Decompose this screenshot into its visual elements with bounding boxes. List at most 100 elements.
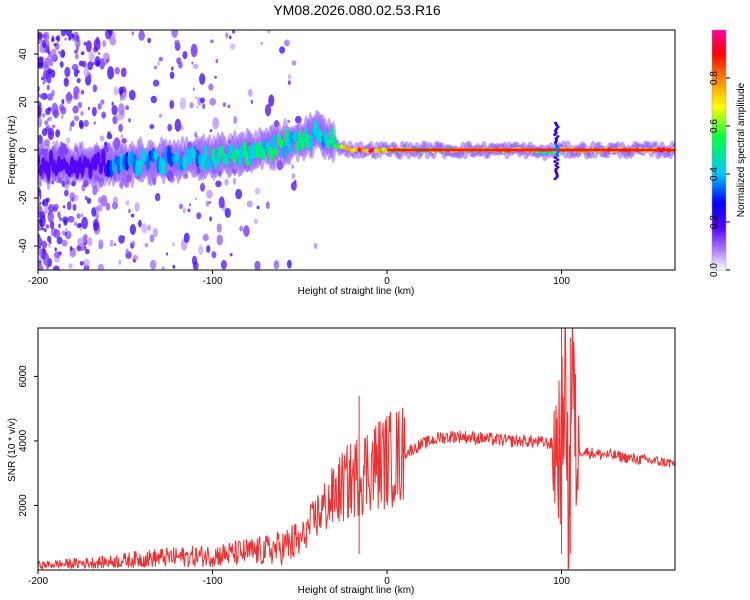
spectrogram-speckle	[42, 81, 45, 85]
spectrogram-y-tick-label: 0	[18, 147, 29, 153]
spectrogram-speckle	[169, 99, 175, 109]
spectrogram-speckle	[93, 121, 96, 125]
spectrogram-speckle	[228, 35, 232, 40]
spectrogram-speckle	[84, 195, 88, 201]
spectrogram-speckle	[254, 187, 261, 195]
spectrogram-speckle	[134, 202, 140, 212]
spectrogram-speckle	[58, 50, 61, 54]
spectrogram-speckle	[176, 57, 182, 65]
spectrogram-speckle	[87, 61, 93, 71]
spectrogram-speckle	[38, 262, 43, 270]
spectrogram-speckle	[196, 212, 202, 220]
spectrogram-speckle	[264, 104, 272, 117]
spectrogram-speckle	[128, 118, 131, 123]
spectrogram-speckle	[220, 259, 227, 270]
spectrogram-speckle	[68, 263, 73, 269]
spectrogram-cell	[271, 134, 276, 149]
spectrogram-speckle	[59, 61, 64, 68]
spectrogram-speckle	[81, 213, 84, 218]
spectrogram-cell	[187, 155, 193, 166]
spectrogram-speckle	[96, 204, 103, 212]
spectrogram-speckle	[81, 216, 88, 230]
spectrogram-speckle	[206, 189, 213, 199]
spectrogram-speckle	[125, 248, 129, 255]
spectrogram-speckle	[265, 201, 270, 210]
spectrogram-speckle	[216, 234, 223, 246]
spectrogram-speckle	[208, 83, 214, 91]
spectrogram-speckle	[210, 39, 214, 44]
spectrogram-speckle	[190, 43, 198, 58]
spectrogram-speckle	[38, 105, 42, 118]
spectrogram-speckle	[208, 201, 212, 204]
spectrogram-speckle	[94, 222, 98, 227]
spectrogram-speckle	[87, 237, 93, 247]
spectrogram-speckle	[138, 219, 142, 228]
spectrogram-speckle	[287, 80, 291, 85]
spectrogram-speckle	[200, 182, 206, 192]
spectrogram-y-tick-label: -40	[18, 238, 29, 253]
spectrogram-speckle	[212, 117, 219, 130]
spectrogram-speckle	[199, 73, 206, 85]
spectrogram-speckle	[174, 118, 182, 132]
colorbar-gradient	[712, 30, 726, 270]
spectrogram-speckle	[188, 203, 191, 207]
spectrogram-speckle	[193, 63, 199, 69]
spectrogram-speckle	[85, 40, 92, 53]
spectrogram-speckle	[72, 31, 79, 43]
spectrogram-cell	[242, 140, 248, 158]
spectrogram-cell	[308, 135, 313, 152]
colorbar-ticks: 0.0 0.2 0.4 0.6 0.8	[709, 71, 730, 277]
spectrogram-spike	[553, 177, 557, 181]
spectrogram-speckle	[198, 245, 204, 256]
spectrogram-speckle	[53, 203, 59, 210]
spectrogram-speckle	[250, 99, 254, 105]
spectrogram-speckle	[78, 119, 84, 128]
spectrogram-speckle	[81, 60, 87, 68]
spectrogram-speckle	[47, 68, 53, 75]
spectrogram-speckle	[65, 137, 71, 144]
spectrogram-speckle	[171, 30, 179, 38]
spectrogram-y-ticks: -40 -20 0 20 40	[18, 48, 38, 253]
spectrogram-speckle	[120, 95, 123, 101]
spectrogram-speckle	[194, 197, 198, 201]
spectrogram-speckle	[42, 200, 45, 205]
spectrogram-line	[387, 148, 675, 152]
spectrogram-cell	[98, 161, 104, 175]
spectrogram-speckle	[79, 227, 83, 231]
spectrogram-speckle	[76, 77, 81, 84]
spectrogram-cell	[153, 150, 159, 161]
spectrogram-speckle	[182, 51, 188, 60]
spectrogram-speckle	[158, 113, 163, 118]
spectrogram-speckle	[53, 228, 61, 239]
spectrogram-speckle	[74, 40, 78, 45]
spectrogram-speckle	[131, 31, 134, 36]
spectrogram-speckle	[235, 188, 243, 200]
spectrogram-speckle	[61, 239, 68, 247]
spectrogram-spike	[556, 158, 560, 162]
spectrogram-speckle	[111, 72, 115, 76]
spectrogram-speckle	[287, 119, 291, 124]
spectrogram-speckle	[215, 180, 222, 188]
snr-spikes	[358, 328, 571, 554]
spectrogram-speckle	[113, 243, 117, 246]
spectrogram-speckle	[279, 46, 286, 54]
spectrogram-speckle	[39, 93, 44, 99]
spectrogram-cell	[211, 147, 216, 162]
spectrogram-speckle	[80, 51, 85, 56]
spectrogram-cell	[224, 154, 229, 168]
spectrogram-speckle	[191, 61, 194, 65]
spectrogram-speckle	[118, 86, 124, 95]
snr-x-label: Height of straight line (km)	[298, 585, 415, 596]
spectrogram-speckle	[77, 237, 84, 247]
spectrogram-speckle	[161, 266, 165, 270]
spectrogram-speckle	[73, 221, 78, 227]
spectrogram-speckle	[80, 89, 85, 95]
spectrogram-speckle	[109, 239, 114, 248]
spectrogram-speckle	[128, 89, 136, 101]
spectrogram-spike	[554, 167, 558, 171]
spectrogram-spike	[553, 121, 558, 125]
spectrogram-speckle	[65, 30, 72, 37]
spectrogram-speckle	[51, 38, 55, 43]
spectrogram-speckle	[222, 102, 226, 107]
spectrogram-speckle	[154, 192, 161, 202]
